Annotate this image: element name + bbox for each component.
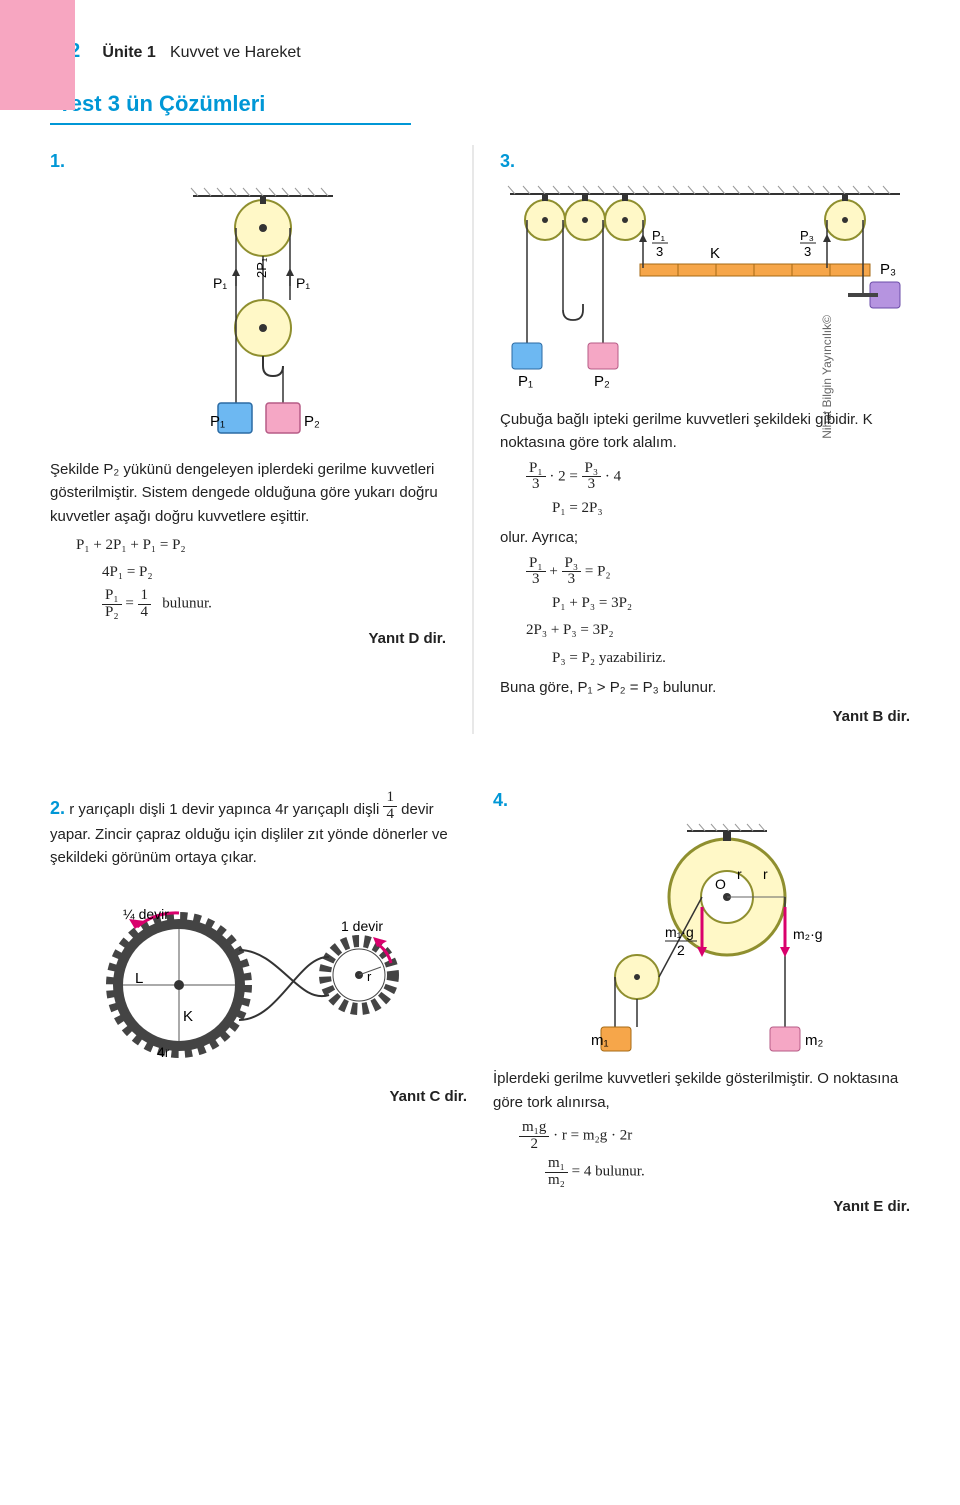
q4-number: 4.: [493, 790, 910, 811]
q3-eq3: P₁3 + P₃3 = P₂: [526, 556, 910, 589]
q4-eq2: m₁m₂ = 4 bulunur.: [545, 1156, 910, 1189]
q4-lbl-m2: m₂: [805, 1032, 823, 1049]
q2-label-4r: 4r: [157, 1044, 170, 1060]
q3-label-K: K: [710, 245, 720, 262]
q1-label-2p1: 2P₁: [254, 257, 269, 278]
q4-eq1: m₁g2 · r = m₂g · 2r: [519, 1120, 910, 1153]
page: 12 Ünite 1 Kuvvet ve Hareket Test 3 ün Ç…: [0, 0, 960, 1284]
q3-olur: olur. Ayrıca;: [500, 526, 910, 549]
q4-label-r1: r: [737, 866, 742, 882]
q1-figure: 2P₁ P₁ P₁: [50, 178, 446, 448]
q4-text: İplerdeki gerilme kuvvetleri şekilde gös…: [493, 1067, 910, 1114]
q3-eq2: P₁ = 2P₃: [552, 497, 910, 520]
q4-label-r2: r: [763, 866, 768, 882]
q2-figure: r ¼ devir 1 devir L K 4r: [50, 875, 467, 1075]
q3-svg: K P₁ 3: [500, 178, 910, 398]
svg-text:r: r: [367, 969, 372, 984]
q2-label-one: 1 devir: [341, 918, 383, 934]
q3-label-p13: P₁: [652, 228, 666, 243]
svg-text:3: 3: [804, 244, 811, 259]
q3-eq4: P₁ + P₃ = 3P₂: [552, 592, 910, 615]
q1-eq1: P₁ + 2P₁ + P₁ = P₂: [76, 534, 446, 557]
svg-text:3: 3: [656, 244, 663, 259]
q4-figure: r r O: [493, 817, 910, 1057]
q2-svg: r ¼ devir 1 devir L K 4r: [79, 875, 439, 1075]
q1-svg: 2P₁ P₁ P₁: [133, 178, 363, 448]
left-column: 1.: [50, 145, 446, 734]
unit-title: Kuvvet ve Hareket: [170, 44, 301, 61]
q4-label-O: O: [715, 876, 726, 892]
q1-eq2: 4P₁ = P₂: [102, 561, 446, 584]
q2-label-L: L: [135, 970, 143, 987]
q3-eq6: P₃ = P₂ yazabiliriz.: [552, 647, 910, 670]
q3-eq7: Buna göre, P₁ > P₂ = P₃ bulunur.: [500, 676, 910, 699]
q3-eq1: P₁3 · 2 = P₃3 · 4: [526, 461, 910, 494]
q4-label-m2g: m₂·g: [793, 926, 823, 942]
q3-eq5: 2P₃ + P₃ = 3P₂: [526, 619, 910, 642]
q2-label-K: K: [183, 1008, 193, 1025]
q1-label-p1b: P₁: [296, 275, 310, 291]
pink-band: [0, 0, 75, 110]
q4-svg: r r O: [537, 817, 867, 1057]
q3-label-p33: P₃: [800, 228, 814, 243]
q4-block: 4. r: [493, 784, 910, 1224]
two-columns: 1.: [50, 145, 910, 734]
unit-label: Ünite 1: [102, 44, 155, 61]
q2-answer: Yanıt C dir.: [50, 1085, 467, 1108]
q3-lbl-p3: P₃: [880, 261, 896, 278]
bottom-row: 2. r yarıçaplı dişli 1 devir yapınca 4r …: [50, 784, 910, 1224]
q1-eq3: P₁P₂ = 14 bulunur.: [102, 588, 446, 621]
q3-lbl-p1: P₁: [518, 373, 533, 390]
q1-label-p2: P₂: [304, 413, 320, 430]
q4-answer: Yanıt E dir.: [493, 1195, 910, 1218]
q2-label-quarter: ¼ devir: [123, 906, 169, 922]
q2-text: 2. r yarıçaplı dişli 1 devir yapınca 4r …: [50, 790, 467, 869]
q3-answer: Yanıt B dir.: [500, 705, 910, 728]
right-column: 3.: [500, 145, 910, 734]
q1-answer: Yanıt D dir.: [50, 627, 446, 650]
q3-lbl-p2: P₂: [594, 373, 610, 390]
q4-lbl-m1: m₁: [591, 1032, 609, 1049]
q1-label-p1a: P₁: [213, 275, 227, 291]
q2-number: 2.: [50, 798, 65, 818]
page-header: 12 Ünite 1 Kuvvet ve Hareket: [58, 40, 910, 63]
q2-block: 2. r yarıçaplı dişli 1 devir yapınca 4r …: [50, 784, 467, 1224]
q1-number: 1.: [50, 151, 446, 172]
title-underline: [50, 123, 411, 125]
q3-number: 3.: [500, 151, 910, 172]
q3-figure: K P₁ 3: [500, 178, 910, 398]
q1-text: Şekilde P₂ yükünü dengeleyen iplerdeki g…: [50, 458, 446, 528]
column-divider: Nihat Bilgin Yayıncılık©: [472, 145, 474, 734]
q4-label-m1g2: m₁·g: [665, 924, 694, 940]
q3-text: Çubuğa bağlı ipteki gerilme kuvvetleri ş…: [500, 408, 910, 455]
test-title: Test 3 ün Çözümleri: [58, 91, 910, 117]
svg-text:2: 2: [677, 942, 685, 958]
q1-label-p1: P₁: [210, 413, 225, 430]
